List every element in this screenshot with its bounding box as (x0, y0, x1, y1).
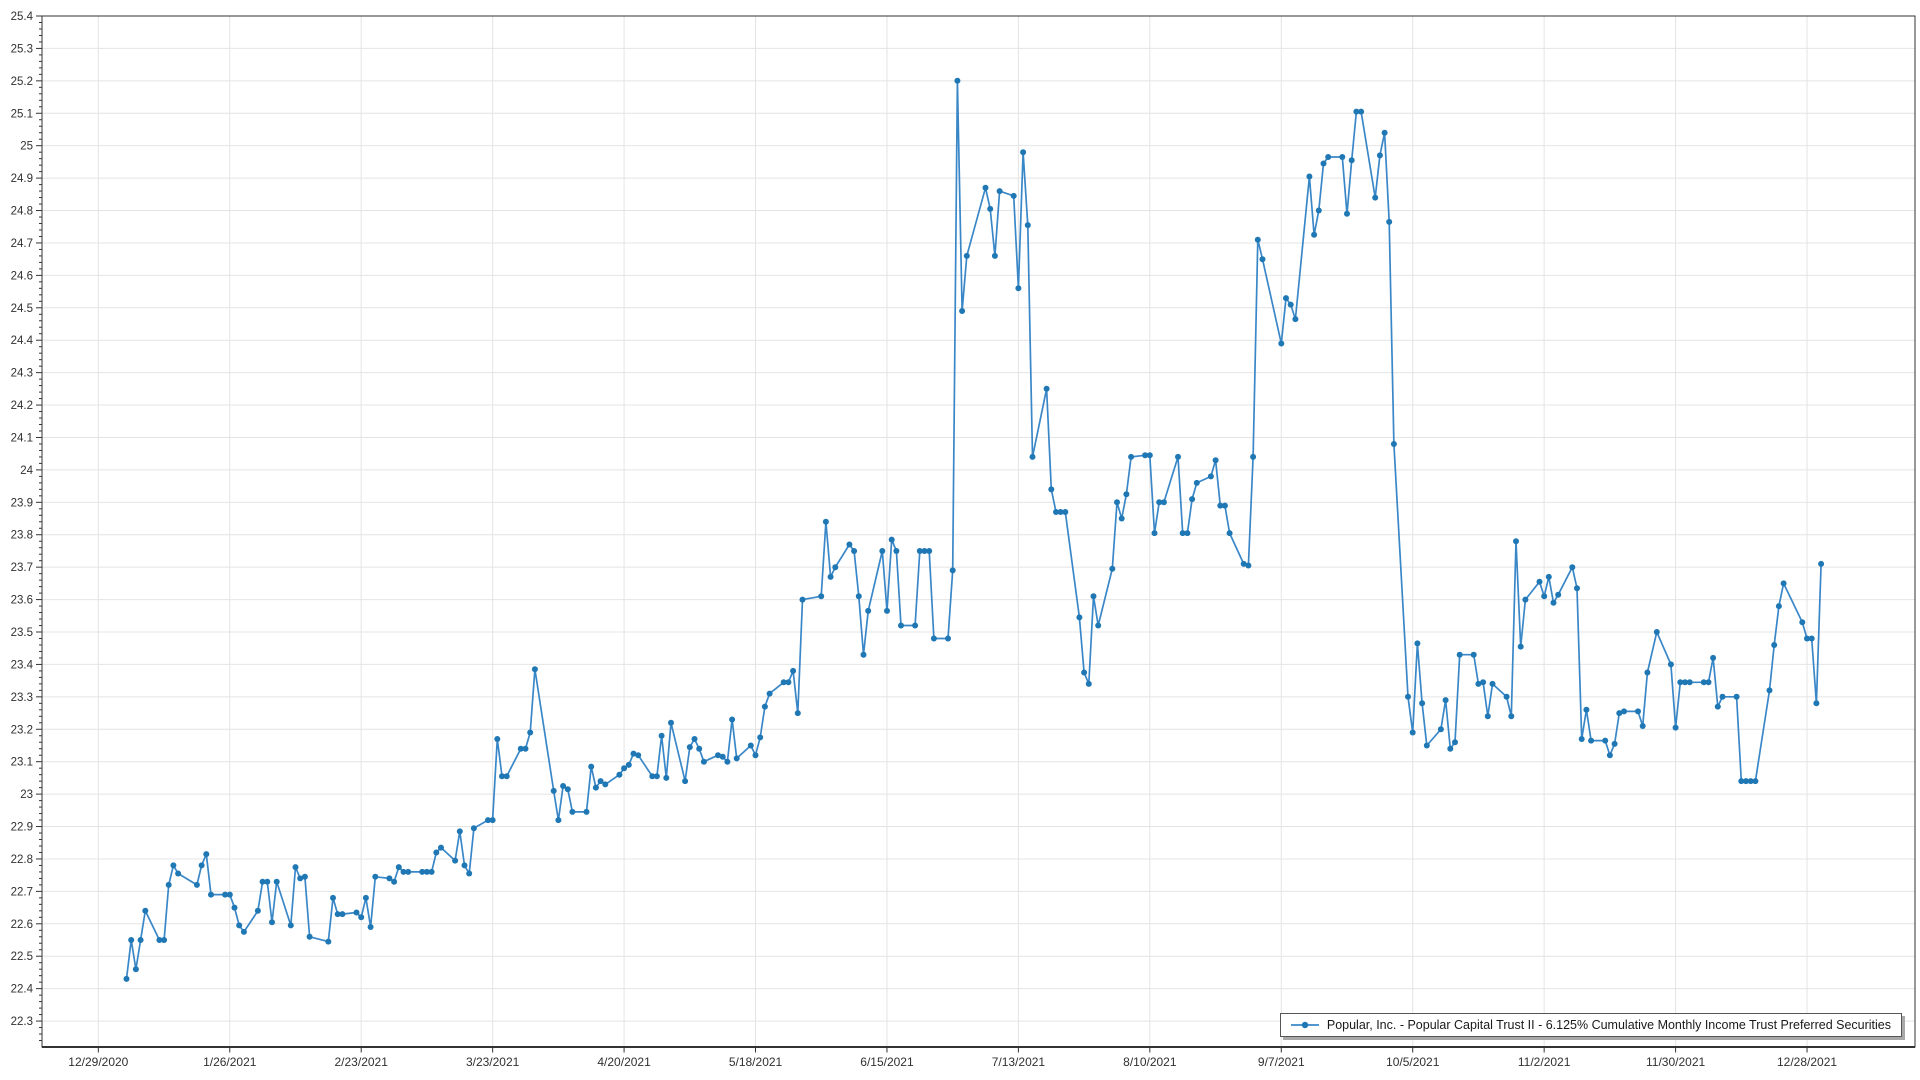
svg-text:23.9: 23.9 (11, 497, 33, 509)
y-tick-labels: 25.4 25.3 25.2 25.1 25 24.9 24.8 24.7 24.6 24.5 24… (11, 11, 34, 1028)
svg-text:25.1: 25.1 (11, 108, 33, 120)
svg-text:23.4: 23.4 (11, 659, 34, 671)
svg-text:9/7/2021: 9/7/2021 (1258, 1055, 1305, 1069)
svg-text:8/10/2021: 8/10/2021 (1123, 1055, 1177, 1069)
svg-text:7/13/2021: 7/13/2021 (992, 1055, 1046, 1069)
svg-text:23.3: 23.3 (11, 692, 33, 704)
svg-text:23.8: 23.8 (11, 530, 33, 542)
svg-text:25.3: 25.3 (11, 43, 33, 55)
svg-text:25.2: 25.2 (11, 76, 33, 88)
plot-border (41, 15, 1916, 1048)
svg-text:23: 23 (20, 789, 33, 801)
svg-text:22.3: 22.3 (11, 1016, 33, 1028)
svg-text:11/2/2021: 11/2/2021 (1518, 1055, 1571, 1069)
svg-text:25: 25 (20, 141, 33, 153)
svg-text:12/28/2021: 12/28/2021 (1777, 1055, 1837, 1069)
svg-text:3/23/2021: 3/23/2021 (466, 1055, 520, 1069)
svg-text:22.6: 22.6 (11, 919, 33, 931)
svg-text:24.3: 24.3 (11, 368, 33, 380)
svg-text:5/18/2021: 5/18/2021 (729, 1055, 783, 1069)
legend: Popular, Inc. - Popular Capital Trust II… (1279, 1013, 1902, 1037)
svg-text:22.7: 22.7 (11, 886, 33, 898)
svg-text:11/30/2021: 11/30/2021 (1646, 1055, 1705, 1069)
svg-text:22.9: 22.9 (11, 822, 33, 834)
svg-text:12/29/2020: 12/29/2020 (68, 1055, 128, 1069)
svg-text:24.1: 24.1 (11, 432, 33, 444)
svg-text:24.8: 24.8 (11, 206, 33, 218)
svg-text:24.2: 24.2 (11, 400, 33, 412)
data-point-markers (123, 77, 1825, 982)
svg-text:10/5/2021: 10/5/2021 (1386, 1055, 1440, 1069)
svg-text:22.8: 22.8 (11, 854, 33, 866)
svg-text:22.5: 22.5 (11, 951, 33, 963)
svg-text:24.6: 24.6 (11, 270, 33, 282)
svg-text:25.4: 25.4 (11, 11, 34, 23)
svg-text:22.4: 22.4 (11, 984, 34, 996)
legend-marker-dot (1301, 1021, 1309, 1029)
svg-text:4/20/2021: 4/20/2021 (597, 1055, 651, 1069)
svg-text:23.2: 23.2 (11, 724, 33, 736)
price-line (125, 79, 1822, 980)
svg-text:23.7: 23.7 (11, 562, 33, 574)
svg-text:24.4: 24.4 (11, 335, 34, 347)
svg-text:2/23/2021: 2/23/2021 (335, 1055, 389, 1069)
svg-text:6/15/2021: 6/15/2021 (860, 1055, 914, 1069)
svg-text:24.5: 24.5 (11, 303, 33, 315)
svg-text:23.5: 23.5 (11, 627, 33, 639)
svg-text:23.6: 23.6 (11, 595, 33, 607)
gridlines (42, 16, 1915, 1047)
svg-text:1/26/2021: 1/26/2021 (203, 1055, 257, 1069)
svg-text:24.7: 24.7 (11, 238, 33, 250)
svg-text:24: 24 (20, 465, 33, 477)
svg-text:23.1: 23.1 (11, 757, 33, 769)
x-tick-labels: 12/29/2020 1/26/2021 2/23/2021 3/23/2021 4/2… (68, 1055, 1837, 1069)
legend-label: Popular, Inc. - Popular Capital Trust II… (1326, 1018, 1891, 1032)
legend-line-marker-icon (1290, 1021, 1319, 1029)
svg-text:24.9: 24.9 (11, 173, 33, 185)
